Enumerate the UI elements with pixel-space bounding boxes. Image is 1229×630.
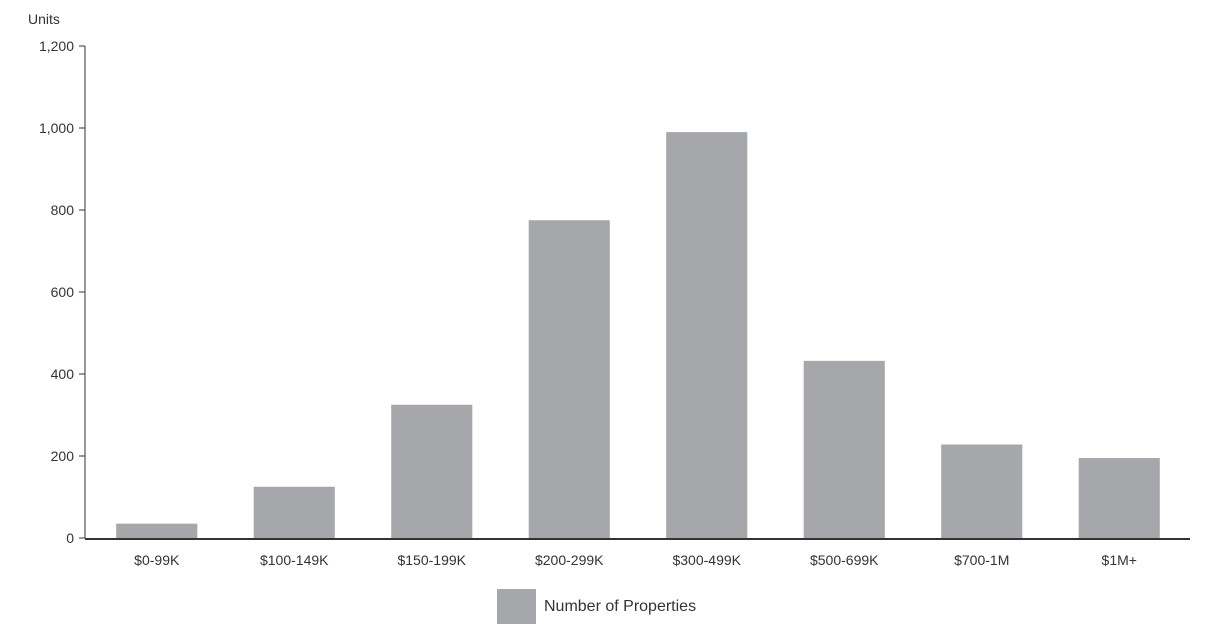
- x-tick-label: $100-149K: [260, 552, 329, 568]
- y-tick-label: 1,200: [39, 38, 74, 54]
- legend: Number of Properties: [497, 589, 696, 624]
- y-tick-label: 0: [66, 530, 74, 546]
- y-axis-unit-label: Units: [28, 11, 60, 27]
- bar: [803, 360, 885, 538]
- bar: [941, 444, 1023, 538]
- x-tick-label: $1M+: [1102, 552, 1137, 568]
- bar: [116, 523, 198, 538]
- y-axis: 0 200 400 600 800 1,000 1,200: [39, 38, 86, 546]
- y-tick-label: 1,000: [39, 120, 74, 136]
- y-tick-label: 400: [51, 366, 75, 382]
- bar: [1078, 458, 1160, 538]
- bars: [116, 132, 1160, 538]
- x-tick-label: $0-99K: [134, 552, 180, 568]
- legend-swatch: [497, 589, 536, 624]
- bar: [391, 404, 473, 538]
- y-tick-label: 800: [51, 202, 75, 218]
- x-tick-label: $700-1M: [954, 552, 1009, 568]
- bar: [666, 132, 748, 538]
- y-tick-label: 600: [51, 284, 75, 300]
- bar: [253, 486, 335, 538]
- y-tick-label: 200: [51, 448, 75, 464]
- x-tick-label: $200-299K: [535, 552, 604, 568]
- legend-label: Number of Properties: [544, 597, 697, 615]
- x-axis: $0-99K $100-149K $150-199K $200-299K $300-49…: [85, 538, 1190, 568]
- bar: [528, 220, 610, 538]
- x-tick-label: $500-699K: [810, 552, 879, 568]
- x-tick-label: $300-499K: [672, 552, 741, 568]
- x-tick-label: $150-199K: [397, 552, 466, 568]
